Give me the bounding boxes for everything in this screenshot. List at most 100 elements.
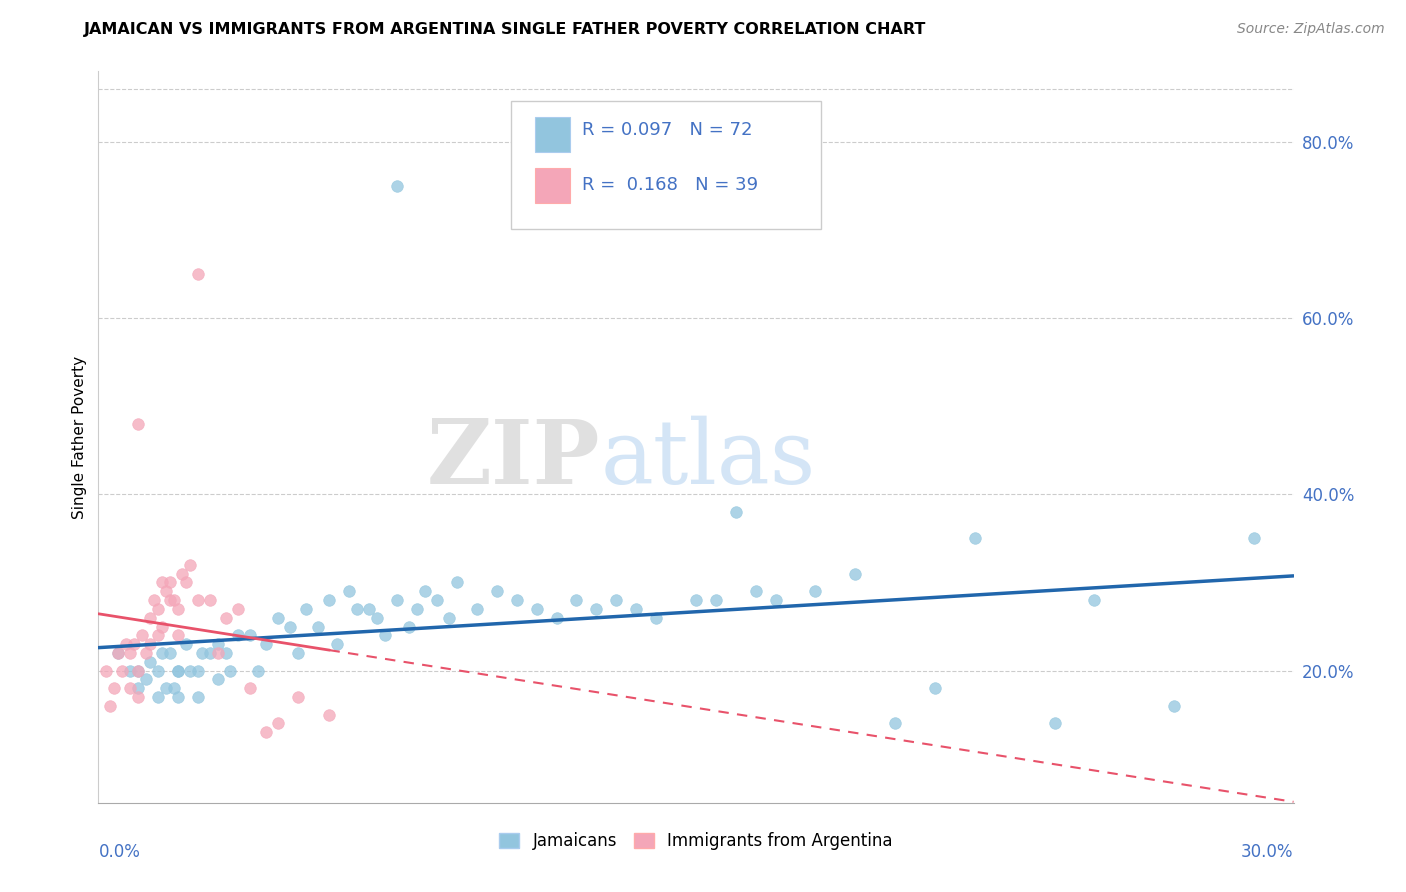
- FancyBboxPatch shape: [534, 168, 571, 203]
- Text: JAMAICAN VS IMMIGRANTS FROM ARGENTINA SINGLE FATHER POVERTY CORRELATION CHART: JAMAICAN VS IMMIGRANTS FROM ARGENTINA SI…: [84, 22, 927, 37]
- Point: [139, 611, 162, 625]
- Point: [172, 566, 194, 581]
- Point: [191, 646, 214, 660]
- Point: [187, 267, 209, 281]
- Point: [685, 593, 707, 607]
- Point: [167, 690, 190, 704]
- Point: [924, 681, 946, 696]
- Point: [506, 593, 529, 607]
- Point: [239, 681, 262, 696]
- Point: [645, 611, 668, 625]
- Point: [287, 646, 309, 660]
- Point: [366, 611, 388, 625]
- Point: [398, 619, 420, 633]
- Point: [844, 566, 866, 581]
- Point: [745, 584, 768, 599]
- Point: [96, 664, 118, 678]
- Point: [294, 602, 316, 616]
- Point: [226, 628, 249, 642]
- Legend: Jamaicans, Immigrants from Argentina: Jamaicans, Immigrants from Argentina: [492, 825, 900, 856]
- Point: [318, 707, 340, 722]
- Point: [148, 664, 170, 678]
- Point: [174, 637, 197, 651]
- Text: atlas: atlas: [600, 416, 815, 503]
- Point: [446, 575, 468, 590]
- Point: [107, 646, 129, 660]
- Point: [135, 673, 157, 687]
- Point: [148, 628, 170, 642]
- Point: [605, 593, 627, 607]
- Point: [724, 505, 747, 519]
- Point: [546, 611, 568, 625]
- Point: [127, 690, 149, 704]
- Point: [103, 681, 125, 696]
- FancyBboxPatch shape: [534, 117, 571, 152]
- Point: [246, 664, 269, 678]
- Point: [254, 637, 277, 651]
- Point: [187, 690, 209, 704]
- Point: [207, 646, 229, 660]
- Point: [254, 725, 277, 739]
- Point: [150, 646, 173, 660]
- Point: [963, 532, 986, 546]
- Point: [148, 690, 170, 704]
- Point: [174, 575, 197, 590]
- Point: [198, 646, 221, 660]
- Point: [267, 611, 290, 625]
- Point: [167, 628, 190, 642]
- Point: [326, 637, 349, 651]
- Point: [307, 619, 329, 633]
- Point: [318, 593, 340, 607]
- Point: [139, 637, 162, 651]
- Point: [406, 602, 429, 616]
- Point: [385, 178, 409, 193]
- Point: [155, 681, 177, 696]
- Point: [187, 593, 209, 607]
- Y-axis label: Single Father Poverty: Single Father Poverty: [72, 356, 87, 518]
- Point: [143, 593, 166, 607]
- Point: [465, 602, 488, 616]
- Point: [159, 646, 181, 660]
- Point: [339, 584, 361, 599]
- Point: [413, 584, 436, 599]
- Point: [1043, 716, 1066, 731]
- Point: [267, 716, 290, 731]
- Point: [426, 593, 449, 607]
- Point: [179, 664, 201, 678]
- Point: [167, 664, 190, 678]
- Point: [167, 602, 190, 616]
- Point: [107, 646, 129, 660]
- Text: R = 0.097   N = 72: R = 0.097 N = 72: [582, 121, 754, 139]
- Point: [98, 698, 122, 713]
- Point: [187, 664, 209, 678]
- Point: [120, 646, 142, 660]
- Point: [163, 593, 186, 607]
- Point: [159, 593, 181, 607]
- Point: [884, 716, 907, 731]
- Point: [526, 602, 548, 616]
- Point: [626, 602, 648, 616]
- Text: 0.0%: 0.0%: [98, 843, 141, 861]
- Text: 30.0%: 30.0%: [1241, 843, 1294, 861]
- Point: [127, 664, 149, 678]
- Text: R =  0.168   N = 39: R = 0.168 N = 39: [582, 176, 759, 194]
- Point: [131, 628, 153, 642]
- Point: [437, 611, 460, 625]
- Point: [278, 619, 301, 633]
- Point: [167, 664, 190, 678]
- Point: [239, 628, 262, 642]
- Point: [287, 690, 309, 704]
- Point: [127, 417, 149, 431]
- Point: [127, 681, 149, 696]
- Point: [1163, 698, 1185, 713]
- Point: [359, 602, 381, 616]
- Point: [155, 584, 177, 599]
- Point: [215, 646, 238, 660]
- Point: [148, 602, 170, 616]
- Point: [150, 575, 173, 590]
- Point: [159, 575, 181, 590]
- Point: [385, 593, 409, 607]
- Text: ZIP: ZIP: [427, 416, 600, 502]
- Point: [120, 664, 142, 678]
- Point: [346, 602, 368, 616]
